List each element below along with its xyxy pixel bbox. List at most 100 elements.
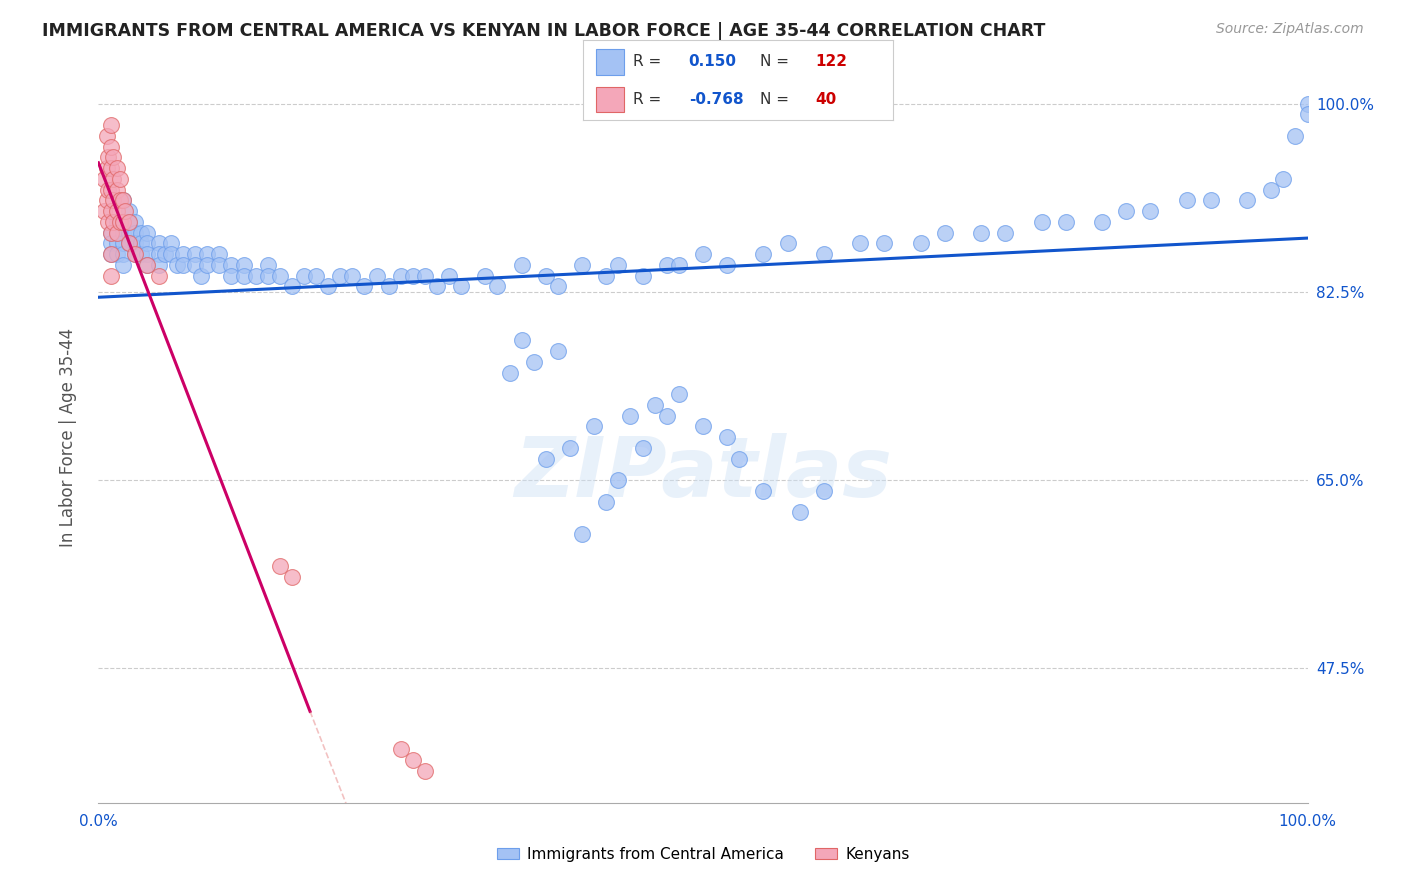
Point (655, 258, 678, 272)
Point (402, 753, 425, 767)
Point (184, 258, 207, 272)
Point (668, 258, 690, 272)
Point (692, 247, 714, 261)
Point (108, 215, 131, 229)
Point (571, 258, 593, 272)
Point (97, 215, 120, 229)
Point (970, 226, 993, 240)
Point (534, 268, 557, 283)
Point (934, 226, 956, 240)
Point (100, 118, 122, 132)
Point (96, 161, 118, 176)
Point (96, 194, 118, 208)
Point (166, 258, 188, 272)
Point (97, 150, 120, 164)
Point (108, 172, 131, 186)
Point (558, 441, 581, 455)
Point (789, 505, 811, 519)
Point (172, 258, 194, 272)
Text: 122: 122 (815, 54, 848, 70)
Text: Source: ZipAtlas.com: Source: ZipAtlas.com (1216, 22, 1364, 37)
Point (450, 279, 472, 293)
Point (256, 268, 278, 283)
Point (1139, 204, 1161, 219)
Point (510, 258, 533, 272)
Point (849, 236, 872, 251)
Point (426, 279, 449, 293)
Point (184, 247, 207, 261)
Point (111, 247, 134, 261)
Point (1175, 194, 1198, 208)
Point (752, 247, 775, 261)
Point (413, 764, 436, 778)
Point (101, 215, 124, 229)
Point (129, 236, 152, 251)
Point (118, 215, 141, 229)
Text: R =: R = (633, 54, 666, 70)
Text: 40: 40 (815, 92, 837, 107)
Point (245, 268, 267, 283)
Point (100, 236, 122, 251)
Point (208, 247, 231, 261)
Point (377, 279, 399, 293)
Point (232, 258, 254, 272)
Point (631, 441, 654, 455)
Point (160, 236, 183, 251)
Point (100, 161, 122, 176)
Point (413, 268, 436, 283)
Point (389, 742, 412, 756)
Point (994, 226, 1017, 240)
Point (129, 247, 152, 261)
Text: R =: R = (633, 92, 666, 107)
Point (100, 268, 122, 283)
FancyBboxPatch shape (596, 49, 624, 75)
Point (571, 527, 593, 541)
Point (105, 236, 128, 251)
Text: -0.768: -0.768 (689, 92, 744, 107)
Point (1296, 96, 1319, 111)
Point (873, 236, 896, 251)
Point (190, 268, 212, 283)
Text: N =: N = (759, 54, 793, 70)
Point (135, 258, 157, 272)
Point (153, 247, 176, 261)
Point (437, 268, 460, 283)
Point (523, 355, 546, 369)
Point (269, 559, 291, 574)
Point (101, 150, 124, 164)
Point (595, 268, 617, 283)
Point (1054, 215, 1077, 229)
Point (402, 268, 425, 283)
Point (135, 258, 157, 272)
Point (100, 226, 122, 240)
Point (100, 139, 122, 153)
Point (534, 451, 557, 466)
Point (105, 226, 128, 240)
Point (124, 236, 146, 251)
Point (316, 279, 339, 293)
Point (644, 398, 666, 412)
Point (619, 409, 641, 423)
Point (329, 268, 352, 283)
Point (111, 215, 134, 229)
Point (221, 268, 243, 283)
Point (100, 183, 122, 197)
Point (100, 247, 122, 261)
Point (728, 451, 751, 466)
Point (124, 215, 146, 229)
Y-axis label: In Labor Force | Age 35-44: In Labor Force | Age 35-44 (59, 327, 77, 547)
Point (607, 473, 630, 487)
Point (96, 128, 118, 143)
Point (813, 247, 835, 261)
Point (281, 570, 304, 584)
Point (716, 258, 738, 272)
Legend: Immigrants from Central America, Kenyans: Immigrants from Central America, Kenyans (491, 841, 915, 868)
Point (776, 236, 799, 251)
Point (118, 236, 141, 251)
Point (148, 236, 170, 251)
Point (342, 268, 364, 283)
FancyBboxPatch shape (596, 87, 624, 112)
Point (389, 268, 412, 283)
Point (208, 258, 231, 272)
Point (269, 268, 291, 283)
